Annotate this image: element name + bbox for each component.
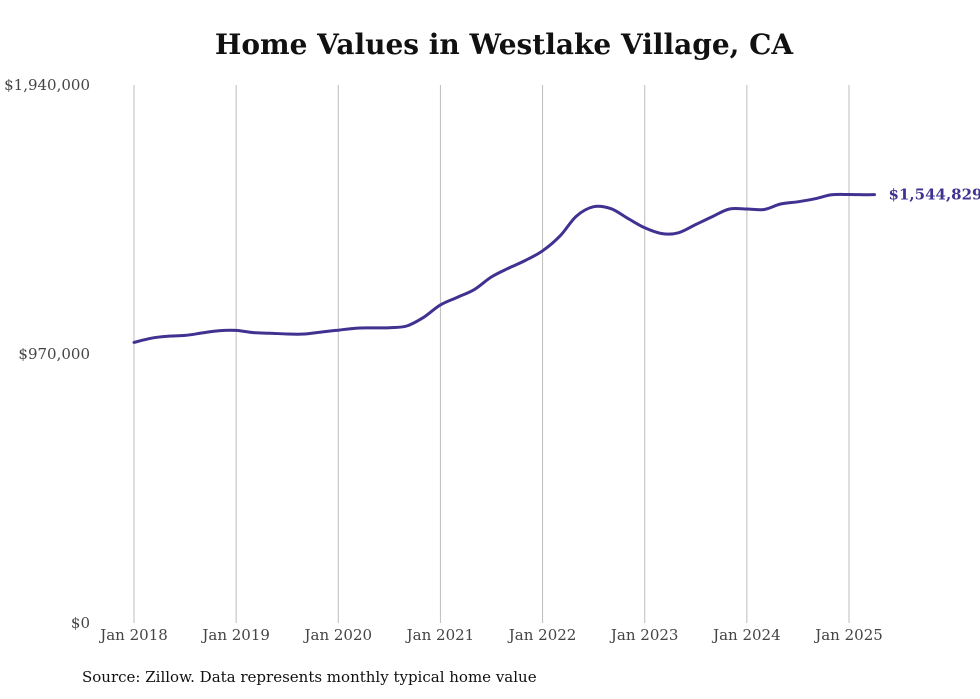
x-tick-label: Jan 2018 (98, 626, 168, 644)
grid-lines (133, 85, 850, 623)
y-axis-ticks: $0 $970,000 $1,940,000 (4, 76, 90, 632)
x-tick-label: Jan 2023 (609, 626, 679, 644)
y-tick-label: $970,000 (18, 345, 90, 363)
source-note: Source: Zillow. Data represents monthly … (82, 668, 537, 686)
x-tick-label: Jan 2025 (813, 626, 883, 644)
y-tick-label: $0 (71, 614, 90, 632)
x-tick-label: Jan 2019 (200, 626, 270, 644)
x-tick-label: Jan 2021 (405, 626, 475, 644)
home-value-line (132, 192, 876, 344)
x-tick-label: Jan 2022 (507, 626, 577, 644)
x-tick-label: Jan 2024 (711, 626, 781, 644)
end-value-label: $1,544,829 (889, 186, 980, 204)
x-axis-ticks: Jan 2018 Jan 2019 Jan 2020 Jan 2021 Jan 2022… (98, 626, 883, 644)
chart-title: Home Values in Westlake Village, CA (214, 28, 794, 61)
y-tick-label: $1,940,000 (4, 76, 90, 94)
x-tick-label: Jan 2020 (303, 626, 373, 644)
